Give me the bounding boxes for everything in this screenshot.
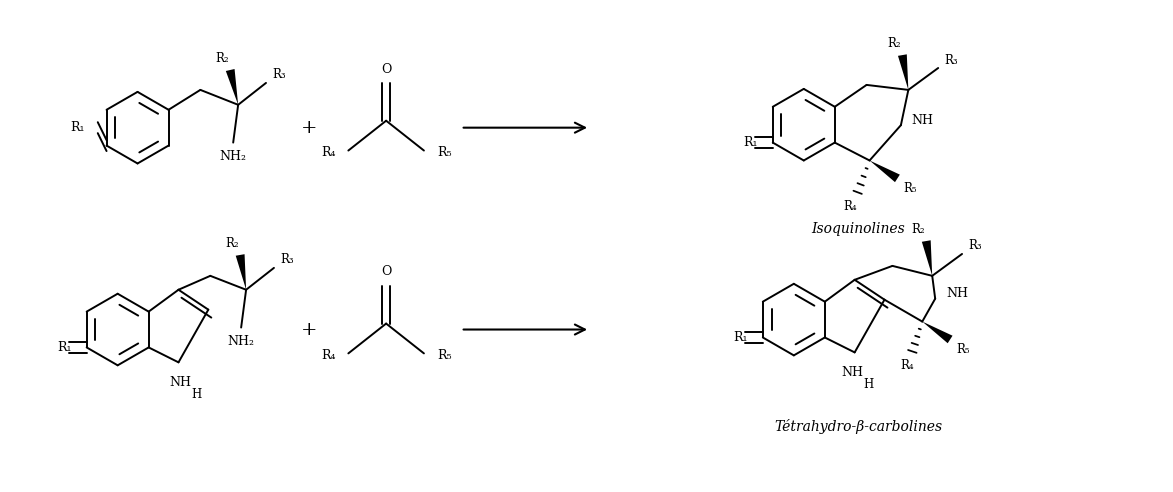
Text: R₂: R₂ <box>888 36 901 50</box>
Text: R₄: R₄ <box>321 349 335 362</box>
Text: R₃: R₃ <box>944 54 958 66</box>
Text: NH₂: NH₂ <box>219 150 246 163</box>
Text: R₄: R₄ <box>321 146 335 159</box>
Text: NH: NH <box>911 114 934 127</box>
Text: R₄: R₄ <box>843 200 856 213</box>
Text: R₅: R₅ <box>956 343 970 356</box>
Polygon shape <box>226 69 238 105</box>
Text: R₅: R₅ <box>436 146 452 159</box>
Text: R₃: R₃ <box>968 240 982 252</box>
Text: H: H <box>863 378 874 391</box>
Text: R₂: R₂ <box>911 222 925 236</box>
Text: R₃: R₃ <box>280 253 293 267</box>
Text: NH₂: NH₂ <box>228 335 255 348</box>
Text: Tétrahydro-β-carbolines: Tétrahydro-β-carbolines <box>774 420 943 434</box>
Text: R₅: R₅ <box>436 349 452 362</box>
Text: NH: NH <box>947 287 968 300</box>
Text: R₁: R₁ <box>733 331 748 344</box>
Text: H: H <box>191 388 202 400</box>
Text: R₁: R₁ <box>57 341 72 354</box>
Polygon shape <box>236 254 246 290</box>
Text: O: O <box>381 62 392 75</box>
Text: Isoquinolines: Isoquinolines <box>812 222 906 236</box>
Text: R₁: R₁ <box>70 121 86 134</box>
Text: +: + <box>301 320 318 338</box>
Polygon shape <box>922 240 933 276</box>
Text: NH: NH <box>169 376 191 389</box>
Polygon shape <box>922 322 952 343</box>
Text: +: + <box>301 119 318 137</box>
Text: O: O <box>381 265 392 278</box>
Polygon shape <box>899 54 908 90</box>
Text: R₄: R₄ <box>901 359 914 372</box>
Text: R₅: R₅ <box>903 182 917 195</box>
Text: R₃: R₃ <box>272 68 286 82</box>
Text: R₂: R₂ <box>225 237 239 249</box>
Text: R₁: R₁ <box>744 136 758 149</box>
Text: NH: NH <box>842 366 863 379</box>
Polygon shape <box>869 160 900 182</box>
Text: R₂: R₂ <box>216 52 229 64</box>
